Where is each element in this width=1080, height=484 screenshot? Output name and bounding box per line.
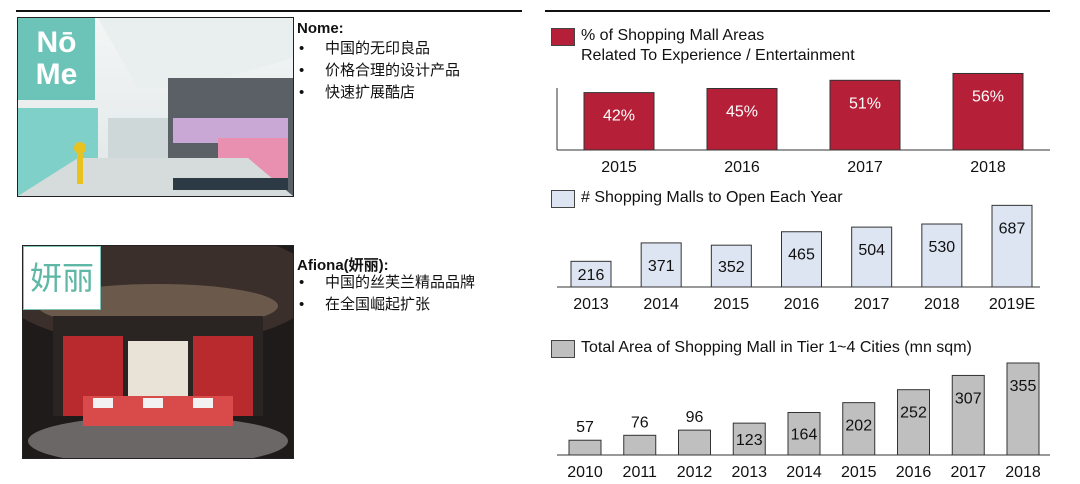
chart3-category-label: 2018 bbox=[1005, 464, 1041, 481]
chart3-bar bbox=[732, 422, 766, 456]
chart3-category-label: 2012 bbox=[677, 464, 713, 481]
nome-store-photo: NōMe bbox=[17, 17, 294, 197]
chart2-legend-swatch bbox=[551, 190, 575, 208]
afiona-store-photo: 妍丽 bbox=[22, 245, 294, 459]
nome-logo: NōMe bbox=[18, 18, 95, 100]
chart3-category-label: 2016 bbox=[896, 464, 932, 481]
chart1-category-label: 2015 bbox=[601, 159, 637, 176]
chart3-bar bbox=[842, 402, 876, 456]
chart2-bar bbox=[710, 244, 752, 288]
chart3-category-label: 2014 bbox=[786, 464, 822, 481]
nome-bullet: 价格合理的设计产品 bbox=[297, 60, 460, 82]
chart3-bar bbox=[568, 439, 602, 456]
chart3-category-label: 2015 bbox=[841, 464, 877, 481]
chart3-category-label: 2010 bbox=[567, 464, 603, 481]
chart3-value-label: 76 bbox=[631, 414, 649, 431]
chart3-bar bbox=[897, 389, 930, 456]
chart1-legend-swatch bbox=[551, 28, 575, 46]
chart1-value-label: 56% bbox=[972, 88, 1004, 105]
chart3-value-label: 252 bbox=[900, 405, 927, 422]
chart3-legend-swatch bbox=[551, 340, 575, 358]
chart2-legend: # Shopping Malls to Open Each Year bbox=[551, 188, 843, 208]
chart3-category-label: 2013 bbox=[731, 464, 767, 481]
afiona-bullet: 在全国崛起扩张 bbox=[297, 294, 475, 316]
nome-logo-text: NōMe bbox=[35, 26, 78, 91]
chart3-category-label: 2017 bbox=[950, 464, 986, 481]
chart1-category-label: 2017 bbox=[847, 159, 883, 176]
chart1-legend: % of Shopping Mall Areas Related To Expe… bbox=[551, 26, 855, 66]
chart2-value-label: 352 bbox=[718, 259, 745, 276]
chart1-bar bbox=[583, 92, 655, 151]
chart2-category-label: 2016 bbox=[784, 296, 820, 313]
chart2-category-label: 2019E bbox=[989, 296, 1035, 313]
chart1-value-label: 51% bbox=[849, 95, 881, 112]
chart2-value-label: 465 bbox=[788, 247, 815, 264]
chart2-category-label: 2013 bbox=[573, 296, 609, 313]
chart1-bar bbox=[829, 79, 901, 151]
afiona-logo-text: 妍丽 bbox=[29, 259, 94, 297]
chart2-bar bbox=[921, 223, 963, 288]
chart3-bar bbox=[1006, 362, 1040, 456]
chart1-value-label: 45% bbox=[726, 104, 758, 121]
chart1-bar bbox=[706, 88, 778, 151]
chart3-value-label: 164 bbox=[791, 427, 818, 444]
chart2-value-label: 216 bbox=[578, 267, 605, 284]
chart3-title: Total Area of Shopping Mall in Tier 1~4 … bbox=[581, 339, 972, 356]
chart1-category-label: 2016 bbox=[724, 159, 760, 176]
chart2-category-label: 2017 bbox=[854, 296, 890, 313]
chart1-bar bbox=[952, 72, 1024, 151]
afiona-title: Afiona(妍丽): bbox=[297, 257, 389, 274]
nome-title: Nome: bbox=[297, 20, 344, 37]
chart3-bar bbox=[787, 411, 821, 456]
chart3-value-label: 96 bbox=[686, 409, 704, 426]
chart2-category-label: 2014 bbox=[643, 296, 679, 313]
right-top-rule bbox=[545, 10, 1050, 12]
chart3-category-label: 2011 bbox=[623, 464, 658, 481]
chart2-bar bbox=[991, 204, 1033, 288]
chart3-legend: Total Area of Shopping Mall in Tier 1~4 … bbox=[551, 338, 972, 358]
chart1-category-label: 2018 bbox=[970, 159, 1006, 176]
chart2-value-label: 530 bbox=[928, 239, 955, 256]
nome-bullet-list: 中国的无印良品 价格合理的设计产品 快速扩展酷店 bbox=[297, 38, 460, 104]
chart3-bar bbox=[951, 374, 985, 456]
chart2-title: # Shopping Malls to Open Each Year bbox=[581, 189, 843, 206]
chart1-value-label: 42% bbox=[603, 108, 635, 125]
nome-bullet: 中国的无印良品 bbox=[297, 38, 460, 60]
afiona-bullet: 中国的丝芙兰精品品牌 bbox=[297, 272, 475, 294]
afiona-logo: 妍丽 bbox=[23, 246, 101, 310]
chart3-bar bbox=[623, 434, 657, 456]
chart2-category-label: 2015 bbox=[714, 296, 750, 313]
chart2-value-label: 371 bbox=[648, 258, 675, 275]
chart2-bar bbox=[570, 260, 612, 288]
chart1-title: % of Shopping Mall Areas Related To Expe… bbox=[581, 27, 855, 64]
chart3-value-label: 307 bbox=[955, 390, 982, 407]
chart3-value-label: 123 bbox=[736, 432, 763, 449]
chart3-value-label: 57 bbox=[576, 419, 594, 436]
chart2-bar bbox=[640, 242, 682, 288]
chart2-value-label: 504 bbox=[858, 242, 885, 259]
chart3-value-label: 355 bbox=[1010, 378, 1037, 395]
chart3-value-label: 202 bbox=[845, 418, 872, 435]
chart3-bar bbox=[678, 429, 711, 456]
left-top-rule bbox=[16, 10, 522, 12]
chart2-value-label: 687 bbox=[999, 220, 1026, 237]
chart2-bar bbox=[851, 226, 893, 288]
afiona-bullet-list: 中国的丝芙兰精品品牌 在全国崛起扩张 bbox=[297, 272, 475, 316]
nome-bullet: 快速扩展酷店 bbox=[297, 82, 460, 104]
chart2-bar bbox=[781, 231, 822, 288]
chart2-category-label: 2018 bbox=[924, 296, 960, 313]
